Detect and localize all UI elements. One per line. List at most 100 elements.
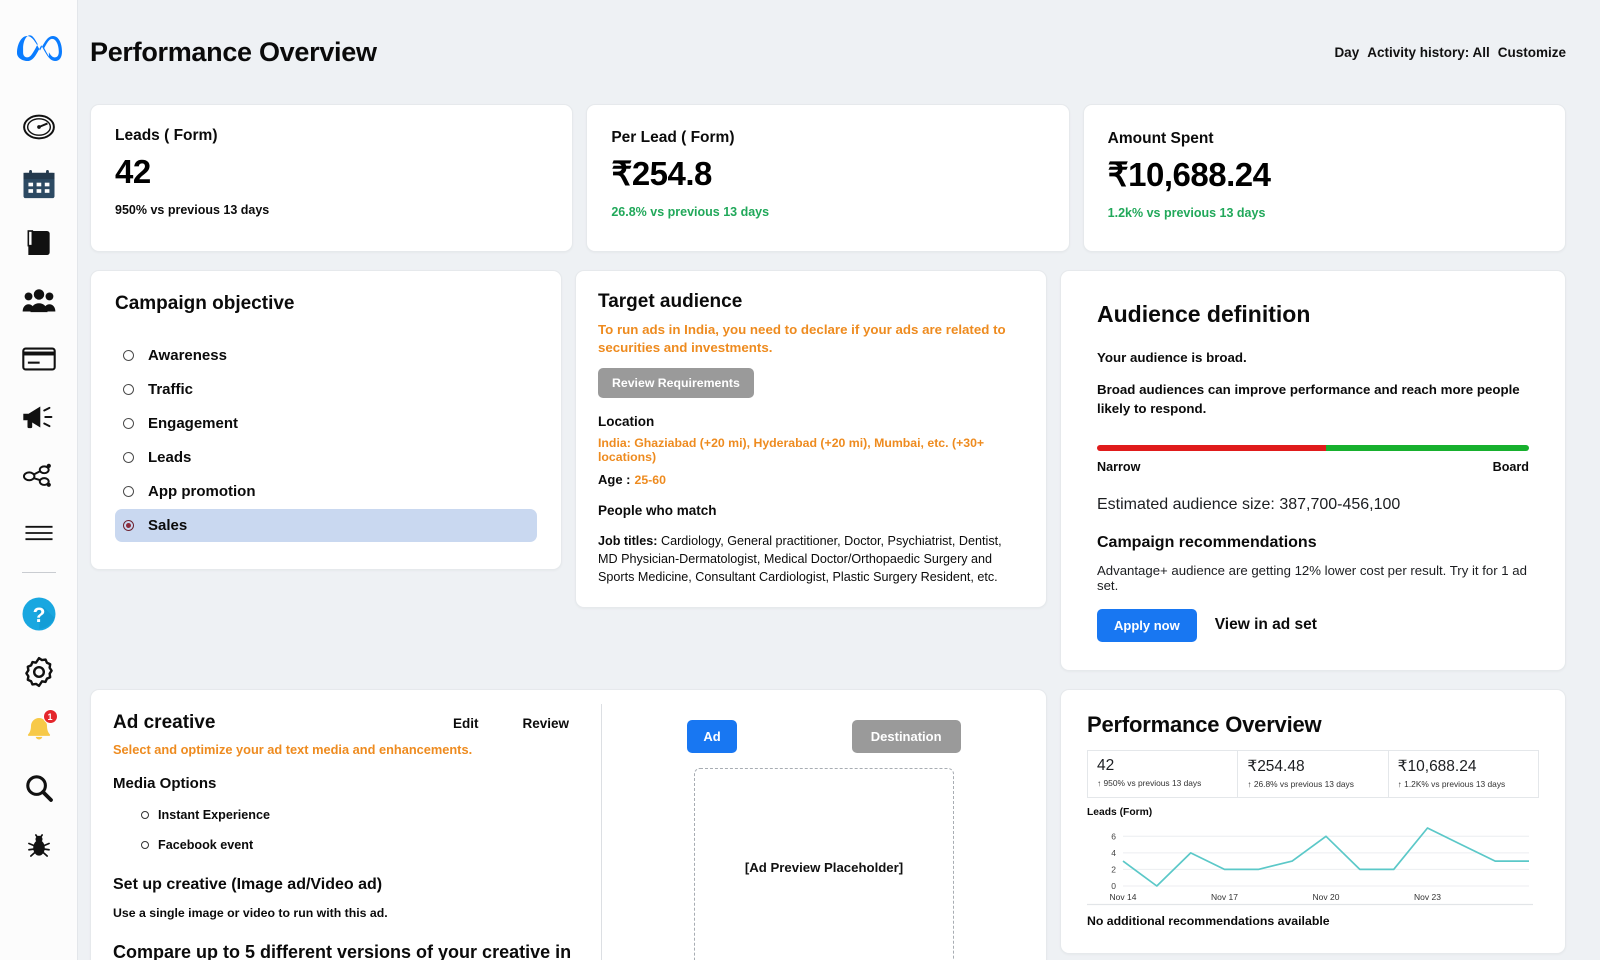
recommendation-actions: Apply now View in ad set — [1097, 608, 1529, 642]
activity-history-selector[interactable]: Activity history: All — [1367, 44, 1490, 60]
leads-line-chart: 0 2 4 6 Nov 14 Nov 17 Nov 20 Nov 23 — [1087, 820, 1539, 906]
audience-definition-card: Audience definition Your audience is bro… — [1060, 270, 1566, 671]
securities-warning: To run ads in India, you need to declare… — [598, 322, 1006, 355]
ad-creative-actions: Edit Review — [453, 716, 577, 731]
svg-text:?: ? — [32, 604, 45, 627]
job-titles-value: Cardiology, General practitioner, Doctor… — [598, 534, 1002, 584]
svg-text:4: 4 — [1111, 848, 1116, 858]
view-in-ad-set-link[interactable]: View in ad set — [1214, 616, 1317, 634]
customize-button[interactable]: Customize — [1497, 44, 1566, 60]
hamburger-menu-icon — [24, 525, 53, 541]
mini-stat-amount-spent: ₹10,688.24 ↑ 1.2K% vs previous 13 days — [1387, 749, 1539, 798]
gauge-narrow-segment — [1097, 444, 1326, 451]
sidebar-item-report-bug[interactable] — [12, 817, 66, 875]
top-bar: Performance Overview Day Activity histor… — [78, 0, 1600, 104]
sidebar-item-help[interactable]: ? — [12, 585, 66, 643]
objective-radio-list: Awareness Traffic Engagement Leads — [115, 339, 537, 542]
book-icon — [27, 230, 50, 255]
preview-tabs: Ad Destination — [687, 719, 961, 753]
ad-preview-placeholder[interactable]: [Ad Preview Placeholder] — [694, 767, 954, 960]
tab-ad[interactable]: Ad — [687, 719, 737, 753]
age-value: 25-60 — [634, 473, 666, 488]
objective-option-awareness[interactable]: Awareness — [115, 339, 537, 372]
sidebar-item-calendar[interactable] — [12, 156, 66, 214]
radio-icon — [123, 452, 134, 463]
target-audience-card: Target audience To run ads in India, you… — [575, 270, 1047, 608]
media-option-label: Instant Experience — [158, 807, 270, 822]
top-bar-controls: Day Activity history: All Customize — [1334, 45, 1566, 60]
day-selector[interactable]: Day — [1334, 44, 1360, 60]
svg-text:Nov 23: Nov 23 — [1414, 892, 1441, 902]
creative-divider — [601, 703, 602, 960]
setup-creative-sub: Use a single image or video to run with … — [113, 905, 388, 920]
stat-value: 42 — [115, 153, 151, 190]
ad-creative-header: Ad creative Edit Review — [113, 712, 577, 734]
dashboard-grid: Leads ( Form) 42 950% vs previous 13 day… — [78, 104, 1600, 960]
review-button[interactable]: Review — [522, 715, 569, 731]
bug-icon — [27, 834, 50, 857]
sidebar-item-settings[interactable] — [12, 643, 66, 701]
svg-text:Nov 14: Nov 14 — [1110, 892, 1137, 902]
chart-title: Leads (Form) — [1087, 806, 1153, 818]
performance-overview-card: Performance Overview 42 ↑ 950% vs previo… — [1060, 688, 1566, 954]
meta-logo[interactable] — [10, 22, 68, 70]
no-recommendations-text: No additional recommendations available — [1087, 913, 1330, 928]
campaign-recommendations-body: Advantage+ audience are getting 12% lowe… — [1097, 562, 1527, 593]
ad-creative-left: Ad creative Edit Review Select and optim… — [91, 690, 601, 960]
stat-delta: 950% vs previous 13 days — [115, 202, 270, 217]
stat-card-per-lead: Per Lead ( Form) ₹254.8 26.8% vs previou… — [586, 104, 1070, 252]
sidebar-item-dashboard[interactable] — [12, 98, 66, 156]
setup-creative-heading: Set up creative (Image ad/Video ad) — [113, 875, 383, 893]
objective-option-leads[interactable]: Leads — [115, 441, 537, 474]
sidebar-item-menu[interactable] — [12, 504, 66, 562]
ad-preview-panel: Ad Destination [Ad Preview Placeholder] — [602, 690, 1046, 960]
card-title: Campaign objective — [115, 293, 295, 314]
tab-destination[interactable]: Destination — [851, 719, 961, 753]
credit-card-icon — [21, 347, 56, 371]
gauge-broad-segment — [1325, 444, 1529, 451]
media-option-facebook-event[interactable]: Facebook event — [141, 838, 577, 852]
objective-label: App promotion — [148, 483, 256, 500]
edit-button[interactable]: Edit — [452, 715, 479, 731]
sidebar-item-campaigns[interactable] — [12, 388, 66, 446]
stat-cards-row: Leads ( Form) 42 950% vs previous 13 day… — [90, 104, 1566, 252]
stat-value: ₹254.8 — [611, 155, 712, 192]
sidebar-item-library[interactable] — [12, 214, 66, 272]
sidebar-item-billing[interactable] — [12, 330, 66, 388]
gear-icon — [24, 656, 53, 688]
sidebar-item-audiences[interactable] — [12, 272, 66, 330]
review-requirements-button[interactable]: Review Requirements — [598, 368, 754, 399]
objective-option-app-promotion[interactable]: App promotion — [115, 475, 537, 508]
ad-creative-card: Ad creative Edit Review Select and optim… — [90, 688, 1047, 960]
ad-creative-subtitle: Select and optimize your ad text media a… — [113, 741, 473, 757]
objective-label: Traffic — [148, 381, 194, 398]
sidebar-item-notifications[interactable]: 1 — [12, 701, 66, 759]
sidebar-item-search[interactable] — [12, 759, 66, 817]
stat-label: Amount Spent — [1107, 130, 1214, 147]
megaphone-icon — [22, 406, 52, 429]
media-option-label: Facebook event — [158, 837, 254, 852]
mini-stat-value: ₹254.48 — [1247, 757, 1305, 775]
campaign-recommendations-heading: Campaign recommendations — [1097, 533, 1317, 551]
people-icon — [22, 289, 55, 313]
radio-icon — [123, 350, 134, 361]
objective-option-traffic[interactable]: Traffic — [115, 373, 537, 406]
page-title: Performance Overview — [90, 36, 377, 67]
sidebar-item-connections[interactable] — [12, 446, 66, 504]
objective-option-engagement[interactable]: Engagement — [115, 407, 537, 440]
svg-text:Nov 20: Nov 20 — [1313, 892, 1340, 902]
stat-card-amount-spent: Amount Spent ₹10,688.24 1.2k% vs previou… — [1082, 104, 1566, 252]
audience-breadth-summary: Your audience is broad. — [1097, 350, 1247, 365]
objective-option-sales[interactable]: Sales — [115, 509, 537, 542]
apply-now-button[interactable]: Apply now — [1097, 608, 1197, 642]
stat-label: Per Lead ( Form) — [611, 129, 735, 146]
svg-text:Nov 17: Nov 17 — [1211, 892, 1238, 902]
media-option-instant-experience[interactable]: Instant Experience — [141, 808, 577, 822]
leads-chart-svg: 0 2 4 6 Nov 14 Nov 17 Nov 20 Nov 23 — [1087, 826, 1533, 905]
media-options-heading: Media Options — [113, 774, 217, 792]
stat-delta: 26.8% vs previous 13 days — [611, 204, 770, 219]
objective-label: Engagement — [148, 415, 239, 432]
audience-breadth-gauge — [1097, 444, 1529, 451]
search-icon — [25, 775, 53, 802]
